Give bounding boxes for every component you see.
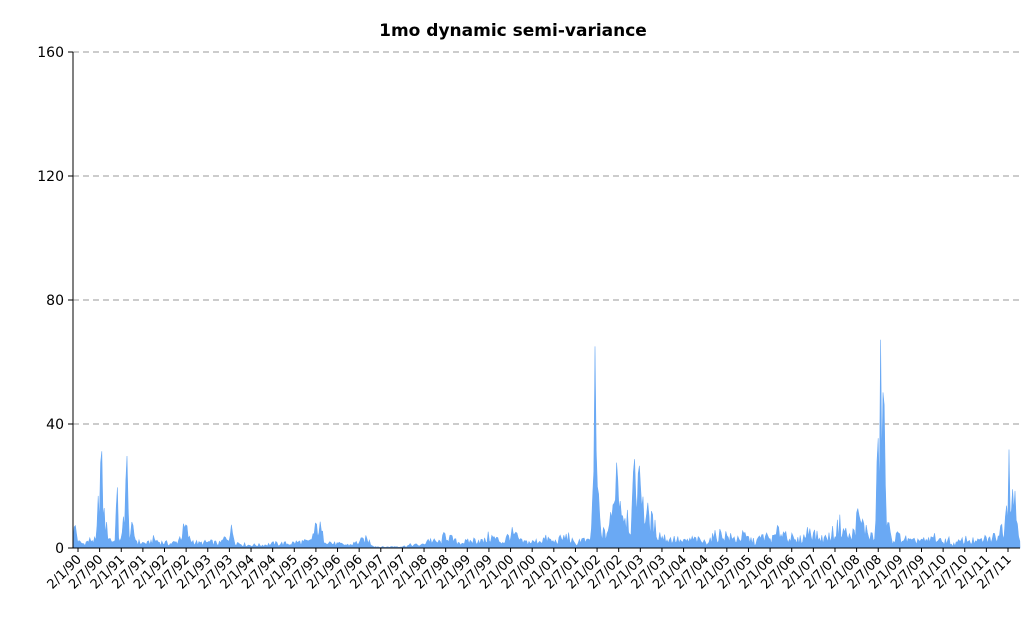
x-axis-labels: 2/1/902/7/902/1/912/7/912/1/922/7/922/1/… — [45, 552, 1015, 592]
y-tick-label: 0 — [55, 541, 64, 557]
y-tick-label: 120 — [37, 169, 64, 185]
grid — [73, 51, 1020, 425]
y-tick-label: 40 — [46, 417, 64, 433]
y-tick-label: 160 — [37, 45, 64, 61]
series-area — [72, 339, 1021, 549]
axes — [68, 51, 1020, 552]
chart-title: 1mo dynamic semi-variance — [379, 21, 647, 41]
y-tick-label: 80 — [46, 293, 64, 309]
y-axis-labels: 0 40 80 120 160 — [37, 45, 64, 557]
